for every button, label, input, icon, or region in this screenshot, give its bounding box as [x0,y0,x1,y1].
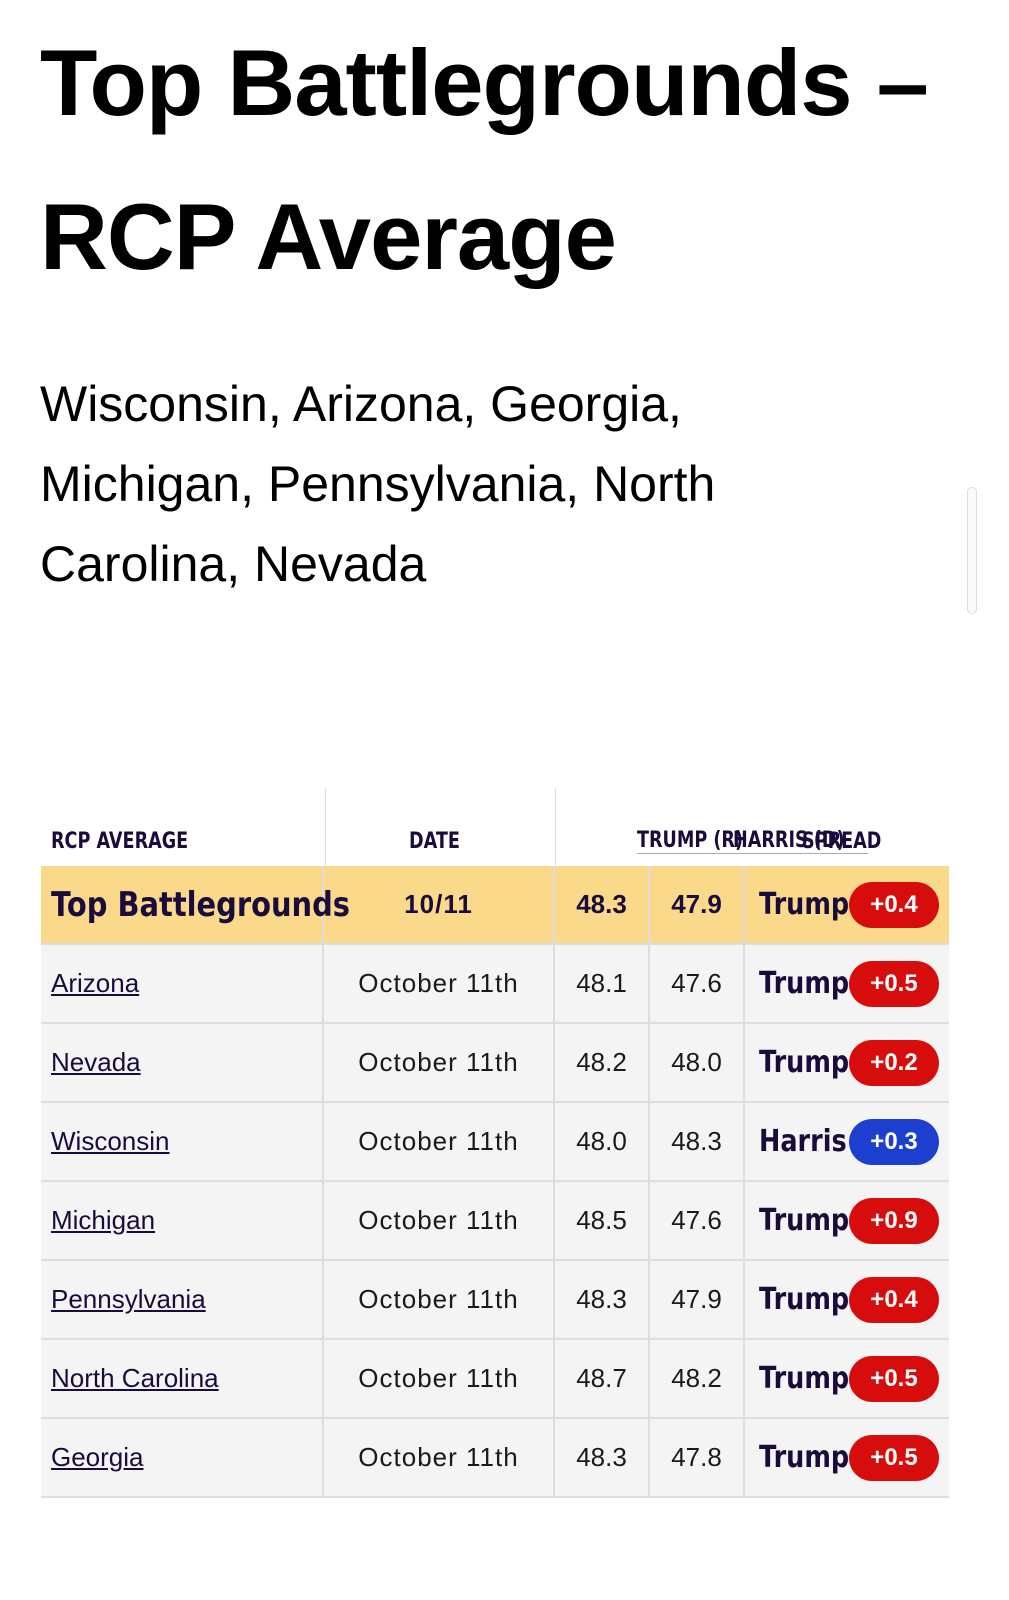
harris-value: 47.9 [650,1261,745,1338]
table-header: RCP AVERAGE DATE TRUMP (R) HARRIS (D) SP… [41,788,949,866]
scrollbar [967,487,977,614]
harris-value: 47.9 [650,866,745,943]
harris-value: 47.8 [650,1419,745,1496]
cell: Top Battlegrounds [41,866,350,943]
column-header: TRUMP (R) [637,828,768,854]
cell: Pennsylvania [41,1261,324,1338]
spread-badge: +0.3 [849,1118,939,1165]
spread: Harris +0.3 [745,1103,949,1180]
spread-badge: +0.4 [849,881,939,928]
table-body: Top Battlegrounds 10/11 48.3 47.9 Trump +0.4 A… [41,866,949,1498]
poll-table: RCP AVERAGE DATE TRUMP (R) HARRIS (D) SP… [41,788,949,1498]
spread-leader: Trump [759,887,850,922]
cell: Michigan [41,1182,324,1259]
state-link[interactable]: Nevada [51,1047,141,1077]
spread-leader: Trump [759,966,850,1001]
cell: Arizona [41,945,324,1022]
spread-leader: Trump [759,1203,850,1238]
cell: North Carolina [41,1340,324,1417]
table-row: Top Battlegrounds 10/11 48.3 47.9 Trump +0.4 [41,866,949,945]
date: October 11th [324,1261,555,1338]
column-header: DATE [409,829,460,854]
date: October 11th [324,945,555,1022]
state-link[interactable]: Arizona [51,968,140,998]
table-row: Georgia October 11th 48.3 47.8 Trump +0.5 [41,1419,949,1498]
cell: Nevada [41,1024,324,1101]
spread-badge: +0.5 [849,1434,939,1481]
date: October 11th [324,1024,555,1101]
column-header: RCP AVERAGE [51,829,189,854]
spread-badge: +0.5 [849,960,939,1007]
state-link[interactable]: Wisconsin [51,1126,170,1156]
trump-value: 48.5 [555,1182,650,1259]
page-title: Top Battlegrounds – RCP Average [40,30,929,289]
separator [325,788,326,866]
date: October 11th [324,1182,555,1259]
column-header: SPREAD [802,829,882,854]
spread: Trump +0.5 [745,945,949,1022]
column-header: HARRIS (D) [733,828,869,854]
spread: Trump +0.5 [745,1340,949,1417]
state-link[interactable]: North Carolina [51,1363,219,1393]
trump-value: 48.7 [555,1340,650,1417]
spread-badge: +0.4 [849,1276,939,1323]
date: October 11th [324,1419,555,1496]
separator [555,788,556,866]
spread-badge: +0.5 [849,1355,939,1402]
spread: Trump +0.4 [745,1261,949,1338]
spread-leader: Trump [759,1361,850,1396]
cell: Wisconsin [41,1103,324,1180]
date: 10/11 [324,866,555,943]
spread-leader: Harris [759,1124,847,1159]
spread-leader: Trump [759,1282,850,1317]
date: October 11th [324,1340,555,1417]
date: October 11th [324,1103,555,1180]
table-row: North Carolina October 11th 48.7 48.2 Trump +… [41,1340,949,1419]
harris-value: 48.0 [650,1024,745,1101]
cell: Georgia [41,1419,324,1496]
state-link[interactable]: Pennsylvania [51,1284,206,1314]
state-link[interactable]: Michigan [51,1205,156,1235]
spread: Trump +0.9 [745,1182,949,1259]
trump-value: 48.2 [555,1024,650,1101]
table-row: Arizona October 11th 48.1 47.6 Trump +0.5 [41,945,949,1024]
spread-badge: +0.9 [849,1197,939,1244]
table-row: Wisconsin October 11th 48.0 48.3 Harris +0.3 [41,1103,949,1182]
table-row: Pennsylvania October 11th 48.3 47.9 Trump +0.… [41,1261,949,1340]
row-name: Top Battlegrounds [51,884,350,925]
spread-leader: Trump [759,1440,850,1475]
spread-leader: Trump [759,1045,850,1080]
trump-value: 48.3 [555,1261,650,1338]
spread: Trump +0.4 [745,866,949,943]
trump-value: 48.3 [555,1419,650,1496]
trump-value: 48.1 [555,945,650,1022]
harris-value: 47.6 [650,1182,745,1259]
harris-value: 48.2 [650,1340,745,1417]
spread-badge: +0.2 [849,1039,939,1086]
state-link[interactable]: Georgia [51,1442,144,1472]
harris-value: 48.3 [650,1103,745,1180]
table-row: Nevada October 11th 48.2 48.0 Trump +0.2 [41,1024,949,1103]
subtitle: Wisconsin, Arizona, Georgia, Michigan, P… [40,376,716,592]
spread: Trump +0.5 [745,1419,949,1496]
spread: Trump +0.2 [745,1024,949,1101]
harris-value: 47.6 [650,945,745,1022]
trump-value: 48.0 [555,1103,650,1180]
table-row: Michigan October 11th 48.5 47.6 Trump +0.9 [41,1182,949,1261]
trump-value: 48.3 [555,866,650,943]
